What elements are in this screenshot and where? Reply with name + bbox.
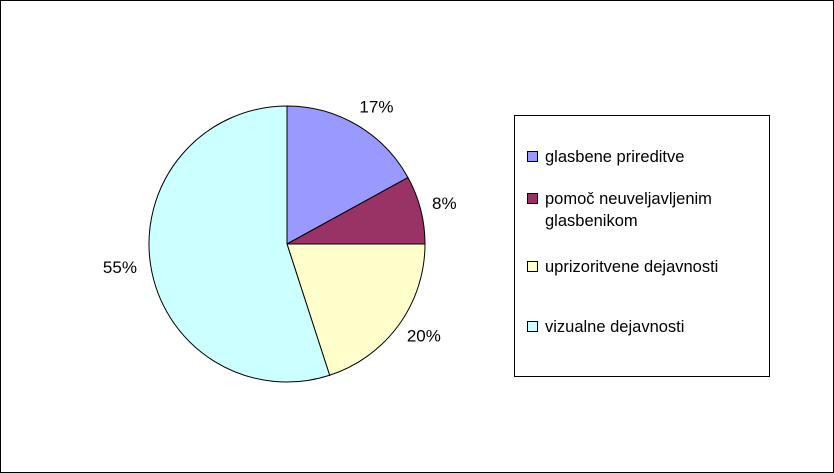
legend-label: vizualne dejavnosti [545, 318, 685, 336]
pie-slice [286, 243, 426, 376]
data-label: 20% [407, 326, 441, 345]
data-label: 17% [359, 97, 393, 116]
legend-swatch [527, 321, 538, 332]
data-label: 55% [103, 258, 137, 277]
legend-item: uprizoritvene dejavnosti [523, 256, 763, 278]
legend-label: glasbene prireditve [545, 148, 685, 166]
pie-slice [286, 105, 409, 245]
pie-slice [148, 105, 331, 383]
legend-item: pomoč neuveljavljenim glasbenikom [523, 188, 763, 232]
legend-item: glasbene prireditve [523, 146, 763, 168]
legend-swatch [527, 151, 538, 162]
legend-label: uprizoritvene dejavnosti [545, 258, 719, 276]
legend-swatch [527, 261, 538, 272]
legend-swatch [527, 193, 538, 204]
legend-item: vizualne dejavnosti [523, 316, 763, 338]
legend: glasbene prireditve pomoč neuveljavljenim… [514, 115, 770, 377]
legend-label: pomoč neuveljavljenim glasbenikom [545, 190, 712, 230]
data-label: 8% [432, 194, 457, 213]
